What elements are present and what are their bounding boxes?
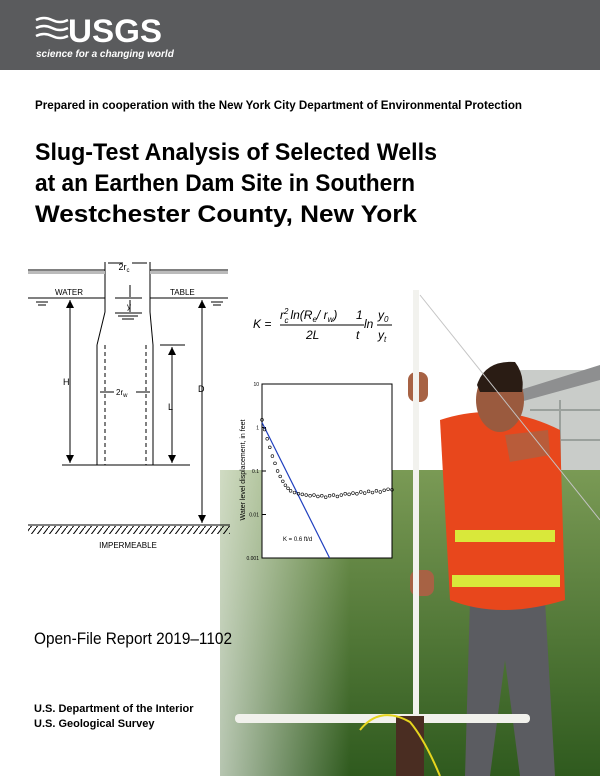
data-point [308,494,312,498]
formula-part: 2L [305,328,319,342]
data-point [327,494,332,498]
data-point [283,483,288,487]
formula-part: K = [253,317,271,331]
data-point [286,486,290,491]
data-point [270,454,275,458]
data-point [339,493,343,497]
data-point [363,491,367,495]
data-point [273,461,277,466]
data-point [390,488,394,492]
data-point [320,494,324,498]
fit-line [261,422,331,559]
report-number: Open-File Report 2019–1102 [34,629,232,648]
diagram-label: IMPERMEABLE [99,541,157,550]
y-axis-label: Water level displacement, in feet [240,419,247,520]
data-point [296,492,301,496]
formula-part: r2 c ln(Re/ rw) [280,307,337,325]
diagram-label: WATER [55,288,83,297]
footer-line: U.S. Geological Survey [34,718,155,730]
data-point [312,493,316,497]
tagline: science for a changing world [36,49,175,60]
formula-part: t [356,328,360,342]
data-point [288,489,293,493]
well-diagram [28,262,230,534]
diagram-label: L [168,402,173,412]
cooperation: Prepared in cooperation with the New Yor… [35,98,522,112]
y-tick-label: 0.1 [252,469,259,475]
data-point [265,437,269,441]
formula-part: y0 [377,308,389,324]
data-point [262,427,267,432]
diagram-label: TABLE [170,288,195,297]
data-point [370,490,375,495]
data-point [292,490,297,495]
data-point [268,445,272,450]
data-point [386,487,390,491]
data-point [343,492,347,496]
data-point [351,491,355,495]
footer-line: U.S. Department of the Interior [34,703,194,715]
diagram-label: y [127,302,131,311]
data-point [359,490,363,494]
data-point [304,493,308,497]
diagram-label: D [198,384,205,394]
data-point [260,418,264,422]
y-tick-label: 1 [256,426,259,432]
y-tick-label: 0.01 [249,513,259,519]
diagram-label: 2rc [118,262,129,274]
data-point [275,469,280,473]
y-tick-label: 0.001 [246,556,259,562]
formula-part: ln [364,317,374,331]
logo-waves [35,16,69,40]
annotation: K = 0.6 ft/d [283,537,312,543]
data-point [331,493,336,497]
data-point [278,474,282,479]
title-line: Westchester County, New York [35,201,418,228]
chart-frame [261,383,393,559]
header-band [0,0,600,70]
formula: K = r2 c ln(Re/ rw) 2L 1 t ln y0 yt [253,307,392,344]
formula-part: 1 [356,308,363,322]
formula-part: yt [377,328,387,344]
title-line: at an Earthen Dam Site in Southern [35,170,415,197]
data-point [281,479,285,483]
data-point [316,494,320,499]
data-point [382,488,386,493]
data-point [347,492,351,497]
data-point [374,489,379,493]
data-point [300,492,304,497]
data-point [335,494,340,499]
diagram-label: H [63,377,70,387]
data-point [324,495,328,499]
data-point [378,490,382,494]
y-tick-label: 10 [253,382,259,388]
data-point [366,489,371,494]
diagram-label: 2rw [116,388,128,399]
logo: USGS [68,13,162,49]
title-line: Slug-Test Analysis of Selected Wells [35,139,437,166]
data-point [355,492,359,496]
